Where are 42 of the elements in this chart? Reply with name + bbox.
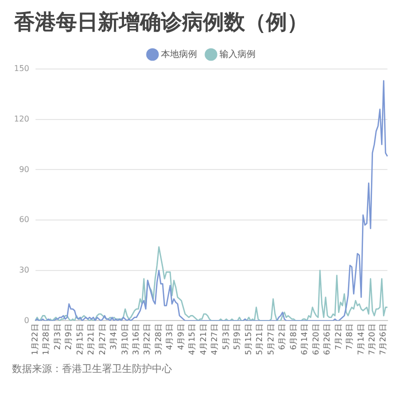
x-tick-label: 4月27日 bbox=[210, 324, 220, 356]
y-tick-label: 150 bbox=[14, 64, 30, 74]
x-tick-label: 4月9日 bbox=[176, 324, 186, 350]
x-tick-label: 5月9日 bbox=[232, 324, 242, 350]
x-tick-label: 5月27日 bbox=[266, 324, 276, 356]
x-tick-label: 1月22日 bbox=[30, 324, 40, 356]
x-tick-label: 5月3日 bbox=[221, 324, 230, 350]
x-tick-label: 1月28日 bbox=[42, 324, 51, 356]
x-tick-label: 7月2日 bbox=[334, 324, 343, 350]
x-tick-label: 2月27日 bbox=[98, 324, 107, 356]
x-tick-label: 6月14日 bbox=[300, 324, 310, 356]
x-tick-label: 7月20日 bbox=[367, 324, 376, 356]
source-note: 数据来源：香港卫生署卫生防护中心 bbox=[12, 362, 173, 376]
x-tick-label: 7月14日 bbox=[356, 324, 366, 356]
x-tick-label: 7月8日 bbox=[345, 324, 354, 350]
x-tick-label: 3月22日 bbox=[142, 324, 152, 356]
x-tick-label: 2月21日 bbox=[86, 324, 96, 356]
x-tick-label: 7月26日 bbox=[378, 324, 388, 356]
x-tick-label: 5月15日 bbox=[244, 324, 253, 356]
x-tick-label: 3月16日 bbox=[131, 324, 140, 356]
x-tick-label: 2月9日 bbox=[64, 324, 74, 350]
x-tick-label: 3月10日 bbox=[120, 324, 130, 356]
chart-title: 香港每日新增确诊病例数（例） bbox=[14, 9, 309, 36]
x-tick-label: 6月2日 bbox=[278, 324, 287, 350]
x-tick-label: 4月21日 bbox=[198, 324, 208, 356]
x-tick-label: 4月3日 bbox=[165, 324, 174, 350]
y-tick-label: 0 bbox=[24, 316, 30, 325]
legend-label: 本地病例 bbox=[161, 48, 197, 60]
x-tick-label: 2月15日 bbox=[75, 324, 84, 356]
x-tick-label: 3月4日 bbox=[109, 324, 118, 350]
x-tick-label: 2月3日 bbox=[52, 324, 62, 350]
x-tick-label: 6月8日 bbox=[288, 324, 298, 350]
x-tick-label: 6月20日 bbox=[311, 324, 320, 356]
x-tick-label: 4月15日 bbox=[188, 324, 197, 356]
y-tick-label: 90 bbox=[19, 164, 30, 174]
x-tick-label: 6月26日 bbox=[322, 324, 332, 356]
x-tick-label: 5月21日 bbox=[255, 324, 264, 356]
x-tick-label: 3月28日 bbox=[154, 324, 163, 356]
y-tick-label: 30 bbox=[19, 265, 30, 274]
legend-label: 输入病例 bbox=[220, 48, 256, 60]
y-tick-label: 120 bbox=[14, 114, 30, 124]
y-tick-label: 60 bbox=[19, 215, 30, 224]
